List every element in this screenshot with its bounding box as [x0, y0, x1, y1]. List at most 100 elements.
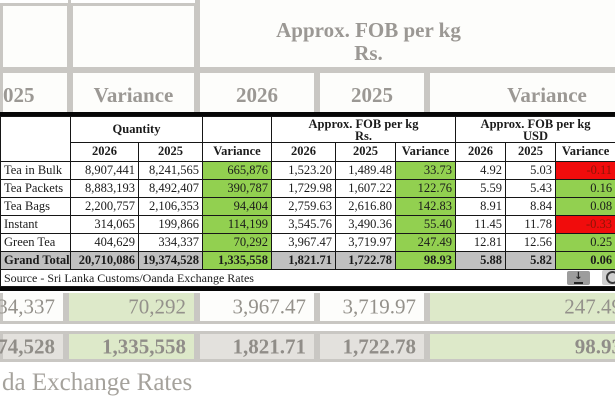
qty-2026-cell: 404,629 [70, 233, 139, 252]
background-cell: 3,967.47 [197, 293, 317, 324]
download-icon-bar [574, 281, 583, 284]
background-empty-cell [70, 3, 197, 70]
rs-variance-cell: 142.83 [394, 197, 457, 216]
rs-variance-total: 98.93 [394, 251, 457, 270]
background-table-bottom: 34,337 70,292 3,967.47 3,719.97 247.49 7… [0, 293, 615, 410]
background-total-cell: 1,335,558 [66, 331, 197, 362]
background-fob-rs-line2: Rs. [354, 41, 383, 65]
source-note: Source - Sri Lanka Customs/Oanda Exchang… [0, 269, 615, 287]
background-year-header: 025 [0, 70, 70, 113]
fob-usd-line2: USD [523, 128, 549, 143]
rs-2025-cell: 1,607.22 [335, 179, 396, 198]
qty-variance-cell: 70,292 [202, 233, 272, 252]
download-button[interactable]: ↓ [567, 271, 590, 285]
qty-2025-cell: 2,106,353 [138, 197, 203, 216]
table-row: Tea Packets 8,883,193 8,492,407 390,787 … [0, 179, 615, 198]
usd-2025-total: 5.82 [505, 251, 557, 270]
source-row: Source - Sri Lanka Customs/Oanda Exchang… [0, 269, 615, 287]
category-header-cell [0, 116, 71, 162]
rs-variance-header: Variance [394, 142, 457, 162]
usd-2025-cell: 5.43 [505, 179, 557, 198]
background-cell: 247.49 [427, 293, 615, 324]
qty-2026-cell: 8,883,193 [70, 179, 139, 198]
group-header-row: Quantity Approx. FOB per kg Rs. Approx. … [0, 116, 615, 162]
tea-export-table: Quantity Approx. FOB per kg Rs. Approx. … [0, 116, 615, 287]
background-cell: 34,337 [0, 293, 66, 324]
qty-variance-cell: 665,876 [202, 161, 272, 180]
background-year-header: 2025 [317, 70, 427, 113]
qty-variance-cell: 114,199 [202, 215, 272, 234]
row-label: Green Tea [0, 233, 71, 252]
rs-variance-cell: 55.40 [394, 215, 457, 234]
table-row: Instant 314,065 199,866 114,199 3,545.76… [0, 215, 615, 234]
foreground-table-overlay: Quantity Approx. FOB per kg Rs. Approx. … [0, 112, 615, 291]
background-fob-rs-group-header: Approx. FOB per kg Rs. [197, 0, 540, 70]
viewer-button[interactable] [602, 270, 615, 285]
qty-variance-cell: 94,404 [202, 197, 272, 216]
usd-variance-cell: 0.08 [555, 197, 615, 216]
rs-variance-cell: 122.76 [394, 179, 457, 198]
background-empty-cell [0, 3, 70, 70]
rs-2025-cell: 3,490.36 [335, 215, 396, 234]
fob-usd-line1: Approx. FOB per kg [480, 116, 591, 131]
rs-2025-cell: 1,489.48 [335, 161, 396, 180]
empty-group-cell [202, 116, 272, 143]
rs-2026-total: 1,821.71 [271, 251, 336, 270]
fob-rs-group-header: Approx. FOB per kg Rs. [270, 116, 457, 143]
qty-variance-cell: 390,787 [202, 179, 272, 198]
background-cell: 70,292 [66, 293, 197, 324]
fob-rs-line2: Rs. [355, 128, 373, 143]
usd-variance-cell: -0.11 [555, 161, 615, 180]
rs-2026-cell: 1,729.98 [271, 179, 336, 198]
usd-variance-cell: -0.33 [555, 215, 615, 234]
usd-2026-cell: 11.45 [455, 215, 507, 234]
qty-2026-total: 20,710,086 [70, 251, 139, 270]
qty-2025-cell: 199,866 [138, 215, 203, 234]
row-label: Tea Bags [0, 197, 71, 216]
rs-2025-cell: 2,616.80 [335, 197, 396, 216]
background-total-cell: 98.93 [427, 331, 615, 362]
circle-icon [605, 271, 615, 284]
background-variance-header: Variance [70, 70, 197, 113]
usd-variance-header: Variance [555, 142, 615, 162]
background-empty-cell [537, 0, 615, 70]
background-cell: 3,719.97 [317, 293, 427, 324]
rs-variance-cell: 33.73 [394, 161, 457, 180]
download-icon: ↓ [574, 270, 583, 282]
qty-2026-header: 2026 [70, 142, 139, 162]
row-label: Tea in Bulk [0, 161, 71, 180]
background-fob-rs-line1: Approx. FOB per kg [276, 18, 461, 42]
background-grid-tick [68, 0, 71, 4]
usd-2025-cell: 11.78 [505, 215, 557, 234]
usd-variance-cell: 0.16 [555, 179, 615, 198]
rs-2026-cell: 3,545.76 [271, 215, 336, 234]
rs-2026-header: 2026 [271, 142, 336, 162]
rs-2026-cell: 1,523.20 [271, 161, 336, 180]
qty-2025-cell: 334,337 [138, 233, 203, 252]
background-variance-header: Variance [427, 70, 615, 113]
background-total-cell: 74,528 [0, 331, 66, 362]
rs-2025-header: 2025 [335, 142, 396, 162]
rs-2026-cell: 3,967.47 [271, 233, 336, 252]
background-total-cell: 1,722.78 [317, 331, 427, 362]
usd-2025-cell: 8.84 [505, 197, 557, 216]
usd-variance-total: 0.06 [555, 251, 615, 270]
qty-2026-cell: 314,065 [70, 215, 139, 234]
quantity-group-header: Quantity [70, 116, 203, 143]
background-year-header: 2026 [197, 70, 317, 113]
table-row: Tea in Bulk 8,907,441 8,241,565 665,876 … [0, 161, 615, 180]
usd-2026-cell: 12.81 [455, 233, 507, 252]
fob-usd-group-header: Approx. FOB per kg USD [455, 116, 615, 143]
qty-2025-cell: 8,492,407 [138, 179, 203, 198]
usd-2025-cell: 5.03 [505, 161, 557, 180]
usd-2025-header: 2025 [505, 142, 557, 162]
rs-2025-cell: 3,719.97 [335, 233, 396, 252]
qty-2025-cell: 8,241,565 [138, 161, 203, 180]
rs-2026-cell: 2,759.63 [271, 197, 336, 216]
qty-variance-total: 1,335,558 [202, 251, 272, 270]
rs-variance-cell: 247.49 [394, 233, 457, 252]
qty-2025-header: 2025 [138, 142, 203, 162]
grand-total-row: Grand Total 20,710,086 19,374,528 1,335,… [0, 251, 615, 270]
background-grid-tick [195, 0, 198, 4]
background-table-top: Approx. FOB per kg Rs. 025 Variance 2026… [0, 0, 615, 113]
